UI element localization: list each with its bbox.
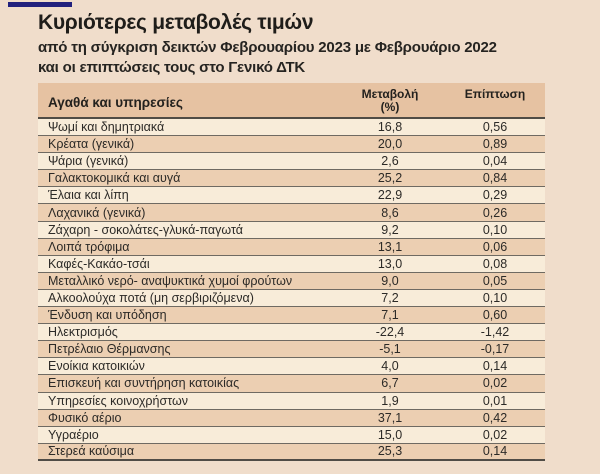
change-cell: 15,0: [377, 427, 403, 442]
impact-cell: 0,02: [482, 427, 508, 442]
table-row: Στερεά καύσιμα 25,3 0,14: [38, 443, 545, 461]
table-row: Γαλακτοκομικά και αυγά 25,2 0,84: [38, 170, 545, 188]
impact-cell: 0,06: [482, 239, 508, 254]
table-row: Πετρέλαιο Θέρμανσης -5,1 -0,17: [38, 341, 545, 359]
change-cell: 2,6: [381, 154, 399, 169]
table-row: Κρέατα (γενικά) 20,0 0,89: [38, 136, 545, 154]
table-row: Ψωμί και δημητριακά 16,8 0,56: [38, 119, 545, 137]
subtitle-line-1: από τη σύγκριση δεικτών Φεβρουαρίου 2023…: [38, 39, 497, 56]
change-cell: 20,0: [377, 137, 403, 152]
change-cell: 13,0: [377, 256, 403, 271]
table-row: Ψάρια (γενικά) 2,6 0,04: [38, 153, 545, 171]
category-cell: Ψάρια (γενικά): [48, 154, 129, 169]
category-cell: Γαλακτοκομικά και αυγά: [48, 171, 181, 186]
change-cell: 16,8: [377, 120, 403, 135]
category-cell: Ψωμί και δημητριακά: [48, 120, 165, 135]
impact-cell: 0,42: [482, 410, 508, 425]
change-cell: 25,3: [377, 444, 403, 459]
category-cell: Ένδυση και υπόδηση: [48, 308, 167, 323]
column-header-change: Μεταβολή (%): [335, 83, 445, 117]
impact-cell: 0,02: [482, 376, 508, 391]
table-row: Φυσικό αέριο 37,1 0,42: [38, 409, 545, 427]
category-cell: Έλαια και λίπη: [48, 188, 129, 203]
category-cell: Υπηρεσίες κοινοχρήστων: [48, 393, 188, 408]
impact-cell: 0,04: [482, 154, 508, 169]
table-row: Υπηρεσίες κοινοχρήστων 1,9 0,01: [38, 392, 545, 410]
impact-cell: 0,10: [482, 222, 508, 237]
category-cell: Φυσικό αέριο: [48, 410, 122, 425]
table-header-row: Αγαθά και υπηρεσίες Μεταβολή (%) Επίπτωσ…: [38, 83, 545, 119]
change-cell: 9,0: [381, 273, 399, 288]
category-cell: Επισκευή και συντήρηση κατοικίας: [48, 376, 240, 391]
change-cell: 37,1: [377, 410, 403, 425]
table-row: Αλκοολούχα ποτά (μη σερβιριζόμενα) 7,2 0…: [38, 289, 545, 308]
table-row: Μεταλλικό νερό- αναψυκτικά χυμοί φρούτων…: [38, 272, 545, 290]
impact-cell: -0,17: [480, 342, 510, 357]
change-cell: 8,6: [381, 205, 399, 220]
column-header-category: Αγαθά και υπηρεσίες: [48, 94, 183, 110]
change-cell: 1,9: [381, 393, 399, 408]
impact-cell: 0,84: [482, 171, 508, 186]
change-cell: 6,7: [381, 376, 399, 391]
impact-cell: 0,10: [482, 290, 508, 305]
impact-cell: 0,89: [482, 137, 508, 152]
category-cell: Αλκοολούχα ποτά (μη σερβιριζόμενα): [48, 290, 254, 305]
change-cell: -22,4: [375, 325, 405, 340]
column-header-change-unit: (%): [380, 100, 400, 114]
change-cell: 7,1: [381, 308, 399, 323]
impact-cell: 0,01: [482, 393, 508, 408]
table-body: Ψωμί και δημητριακά 16,8 0,56 Κρέατα (γε…: [38, 119, 545, 461]
impact-cell: 0,14: [482, 359, 508, 374]
table-row: Λοιπά τρόφιμα 13,1 0,06: [38, 238, 545, 256]
impact-cell: 0,14: [482, 444, 508, 459]
table-row: Ζάχαρη - σοκολάτες-γλυκά-παγωτά 9,2 0,10: [38, 221, 545, 239]
category-cell: Ηλεκτρισμός: [48, 325, 118, 340]
table-row: Ένδυση και υπόδηση 7,1 0,60: [38, 307, 545, 325]
change-cell: 22,9: [377, 188, 403, 203]
change-cell: 4,0: [381, 359, 399, 374]
column-header-change-label: Μεταβολή: [361, 87, 419, 101]
column-header-impact: Επίπτωση: [464, 87, 526, 101]
category-cell: Λοιπά τρόφιμα: [48, 239, 130, 254]
accent-line: [8, 2, 72, 7]
table-row: Ηλεκτρισμός -22,4 -1,42: [38, 324, 545, 342]
category-cell: Ζάχαρη - σοκολάτες-γλυκά-παγωτά: [48, 222, 243, 237]
category-cell: Υγραέριο: [48, 427, 99, 442]
subtitle-line-2: και οι επιπτώσεις τους στο Γενικό ΔΤΚ: [38, 58, 306, 76]
change-cell: 7,2: [381, 290, 399, 305]
impact-cell: -1,42: [480, 325, 510, 340]
change-cell: 25,2: [377, 171, 403, 186]
table-row: Καφές-Κακάο-τσάι 13,0 0,08: [38, 255, 545, 273]
impact-cell: 0,56: [482, 120, 508, 135]
page-title: Κυριότερες μεταβολές τιμών: [38, 11, 314, 34]
category-cell: Ενοίκια κατοικιών: [48, 359, 145, 374]
impact-cell: 0,29: [482, 188, 508, 203]
category-cell: Πετρέλαιο Θέρμανσης: [48, 342, 171, 357]
impact-cell: 0,08: [482, 256, 508, 271]
impact-cell: 0,26: [482, 205, 508, 220]
category-cell: Κρέατα (γενικά): [48, 137, 135, 152]
table-row: Υγραέριο 15,0 0,02: [38, 426, 545, 444]
table-row: Έλαια και λίπη 22,9 0,29: [38, 187, 545, 205]
change-cell: -5,1: [379, 342, 401, 357]
category-cell: Μεταλλικό νερό- αναψυκτικά χυμοί φρούτων: [48, 273, 293, 288]
table-row: Επισκευή και συντήρηση κατοικίας 6,7 0,0…: [38, 375, 545, 393]
change-cell: 13,1: [377, 239, 403, 254]
price-change-table: Αγαθά και υπηρεσίες Μεταβολή (%) Επίπτωσ…: [38, 83, 545, 461]
page-subtitle: από τη σύγκριση δεικτών Φεβρουαρίου 2023…: [38, 38, 497, 77]
impact-cell: 0,05: [482, 273, 508, 288]
impact-cell: 0,60: [482, 308, 508, 323]
category-cell: Στερεά καύσιμα: [48, 444, 135, 459]
table-row: Λαχανικά (γενικά) 8,6 0,26: [38, 204, 545, 222]
category-cell: Λαχανικά (γενικά): [48, 205, 146, 220]
table-row: Ενοίκια κατοικιών 4,0 0,14: [38, 358, 545, 376]
change-cell: 9,2: [381, 222, 399, 237]
category-cell: Καφές-Κακάο-τσάι: [48, 256, 150, 271]
